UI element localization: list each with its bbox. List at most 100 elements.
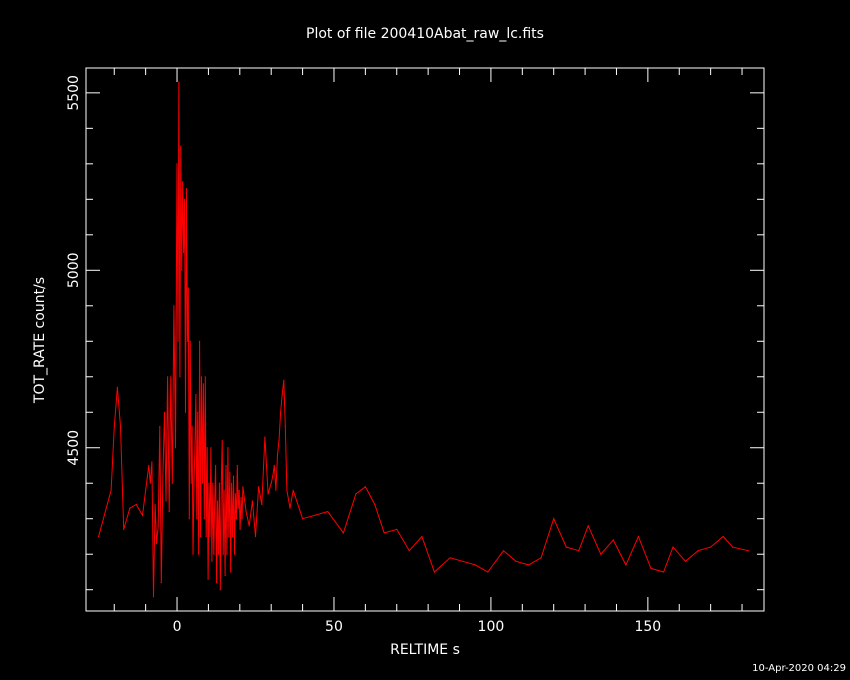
data-point (135, 503, 137, 506)
data-point (355, 493, 357, 495)
data-point (281, 393, 283, 396)
data-point (374, 503, 376, 506)
data-point (185, 188, 187, 190)
data-point (167, 376, 169, 378)
data-point (637, 535, 640, 538)
data-point (233, 553, 236, 555)
data-point (198, 553, 200, 555)
data-point (204, 376, 206, 378)
data-point (154, 503, 156, 506)
data-point (205, 535, 207, 538)
series-group (98, 81, 749, 598)
data-point (217, 553, 220, 555)
data-point (449, 557, 451, 559)
data-point (224, 574, 226, 577)
data-point (183, 251, 185, 254)
data-point (283, 379, 285, 381)
timestamp: 10-Apr-2020 04:29 (752, 663, 846, 674)
data-point (123, 528, 125, 531)
data-point (176, 163, 178, 165)
data-point (203, 518, 205, 520)
data-point (578, 550, 580, 552)
data-point (364, 486, 366, 488)
data-point (284, 425, 286, 428)
data-point (433, 571, 435, 573)
data-point (210, 447, 212, 449)
data-point (193, 482, 195, 484)
data-point (248, 525, 250, 527)
plot-frame (85, 67, 765, 612)
plot-title: Plot of file 200410Abat_raw_lc.fits (306, 26, 544, 42)
data-point (216, 582, 218, 584)
data-point (110, 489, 112, 491)
data-point (202, 383, 204, 385)
data-point (231, 482, 233, 484)
data-point (226, 553, 228, 555)
y-axis-label: TOT_RATE count/s (32, 277, 48, 404)
data-point (209, 535, 211, 538)
data-point (200, 535, 202, 538)
data-point (722, 535, 724, 538)
data-point (502, 550, 505, 552)
data-point (515, 560, 517, 562)
data-point (462, 560, 464, 562)
data-point (178, 81, 180, 83)
data-point (600, 553, 602, 555)
data-point (211, 560, 213, 562)
data-point (201, 482, 204, 484)
data-point (171, 482, 173, 484)
data-point (212, 482, 214, 484)
data-point (222, 553, 224, 555)
data-point (587, 525, 589, 527)
data-point (196, 518, 198, 520)
data-point (697, 550, 699, 552)
data-point (168, 511, 170, 513)
data-point (238, 489, 240, 491)
data-point (261, 503, 263, 506)
axis-ticks (86, 68, 764, 611)
data-point (236, 464, 238, 467)
data-point (157, 525, 159, 527)
data-point (663, 571, 665, 573)
data-point (206, 447, 208, 449)
data-point (174, 447, 177, 449)
data-point (292, 489, 294, 491)
data-point (237, 507, 239, 509)
data-point (383, 532, 385, 534)
series-line (98, 82, 749, 597)
data-point (254, 535, 257, 538)
data-point (163, 411, 166, 413)
data-point (220, 482, 222, 484)
axis-tick-labels: 0 50 100 150 4500 5000 5500 (66, 75, 661, 635)
data-point (650, 567, 652, 570)
data-point (276, 454, 279, 456)
x-tick-label: 0 (173, 619, 182, 635)
data-point (181, 269, 183, 271)
data-point (251, 500, 253, 502)
data-point (219, 589, 221, 591)
data-point (225, 464, 227, 467)
data-point (230, 571, 232, 573)
data-point (273, 464, 275, 467)
data-point (286, 489, 288, 491)
data-point (119, 425, 122, 428)
data-point (184, 411, 187, 413)
data-point (275, 489, 277, 491)
data-point (141, 514, 144, 516)
data-point (553, 518, 555, 520)
data-point (232, 475, 235, 477)
data-point (148, 464, 150, 467)
data-point (189, 340, 191, 342)
data-point (218, 482, 220, 484)
data-point (267, 493, 269, 495)
data-point (474, 564, 476, 566)
data-point (195, 393, 197, 396)
data-point (170, 376, 172, 378)
data-point (565, 546, 567, 548)
data-point (156, 543, 158, 545)
data-point (223, 489, 225, 491)
data-point (197, 411, 199, 413)
x-axis-label: RELTIME s (390, 642, 460, 658)
